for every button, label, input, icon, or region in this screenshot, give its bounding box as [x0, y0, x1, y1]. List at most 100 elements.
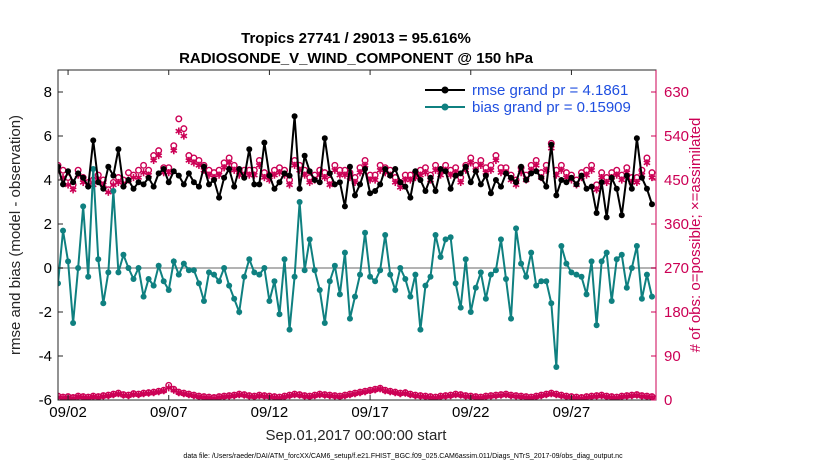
rmse-point	[427, 174, 434, 181]
rmse-point	[508, 174, 515, 181]
rmse-point	[523, 177, 530, 183]
bias-point	[195, 280, 202, 287]
bias-point	[256, 271, 263, 278]
rmse-point	[135, 179, 142, 186]
rmse-point	[392, 166, 399, 172]
obs-possible-point	[135, 166, 143, 174]
bias-point	[613, 256, 620, 263]
bias-point	[392, 287, 399, 293]
rmse-point	[382, 166, 389, 172]
obs-assimilated-point	[371, 176, 379, 184]
obs-assimilated-point	[487, 166, 495, 174]
obs-possible-point	[180, 125, 188, 133]
rmse-point	[160, 166, 167, 172]
bias-point	[231, 295, 238, 302]
rmse-point	[60, 181, 67, 188]
bias-point	[120, 251, 127, 258]
rmse-point	[341, 203, 348, 210]
rmse-point	[185, 170, 192, 177]
legend-box	[448, 78, 650, 118]
rmse-point	[457, 170, 464, 177]
bias-point	[472, 284, 479, 291]
obs-assimilated-point	[326, 181, 334, 189]
bias-point	[538, 278, 545, 285]
bias-point	[336, 291, 343, 298]
obs-assimilated-point	[643, 159, 651, 167]
rmse-point	[150, 183, 157, 190]
rmse-point	[346, 163, 353, 170]
bias-point	[558, 243, 565, 249]
bias-point	[58, 280, 61, 287]
y-axis-right-label: # of obs: o=possible; ×=assimilated	[687, 118, 704, 353]
rmse-point	[447, 185, 454, 192]
bias-point	[487, 271, 494, 278]
rmse-point	[533, 168, 540, 175]
bias-point	[638, 295, 645, 302]
bias-point	[442, 236, 449, 243]
bias-point	[100, 300, 107, 307]
rmse-point	[603, 214, 610, 221]
legend-rmse-marker	[441, 86, 449, 94]
bias-point	[573, 271, 580, 278]
rmse-point	[492, 177, 499, 183]
rmse-point	[145, 174, 152, 181]
rmse-point	[125, 177, 132, 183]
rmse-point	[543, 183, 550, 190]
rmse-point	[437, 166, 444, 172]
rmse-point	[130, 185, 137, 192]
obs-assimilated-point	[215, 171, 223, 179]
bias-point	[190, 267, 197, 274]
bias-point	[447, 234, 454, 241]
rmse-point	[432, 188, 439, 194]
rmse-point	[140, 181, 147, 188]
rmse-point	[633, 135, 640, 142]
y-right-tick-label: 90	[664, 348, 681, 365]
bias-point	[271, 278, 278, 285]
bias-point	[397, 265, 404, 271]
rmse-point	[261, 139, 268, 146]
chart-title-line2: RADIOSONDE_V_WIND_COMPONENT @ 150 hPa	[179, 50, 534, 67]
rmse-point	[482, 172, 489, 179]
bias-point	[140, 293, 147, 300]
rmse-point	[80, 174, 87, 181]
rmse-point	[115, 146, 122, 153]
bias-point	[452, 280, 459, 287]
bias-point	[357, 271, 364, 278]
bias-point	[291, 273, 298, 280]
bias-point	[326, 278, 333, 285]
rmse-point	[190, 179, 197, 186]
bias-point	[508, 315, 515, 322]
rmse-point	[65, 168, 72, 175]
bias-point	[492, 267, 499, 274]
obs-possible-point	[59, 166, 67, 174]
rmse-point	[407, 194, 414, 201]
bias-point	[185, 267, 192, 274]
bias-point	[618, 251, 625, 258]
bias-point	[598, 258, 605, 265]
obs-bottom-assimilated-point	[648, 393, 656, 400]
bias-point	[160, 278, 167, 285]
x-tick-label: 09/27	[553, 404, 591, 421]
rmse-point	[195, 183, 202, 190]
obs-assimilated-point	[286, 181, 294, 189]
obs-assimilated-point	[583, 171, 591, 179]
rmse-point	[155, 170, 162, 177]
bias-point	[462, 256, 469, 263]
bias-point	[125, 265, 132, 271]
rmse-point	[563, 179, 570, 186]
rmse-point	[442, 168, 449, 175]
y-left-tick-label: 6	[44, 128, 52, 145]
rmse-point	[367, 190, 374, 197]
y-axis-left-label: rmse and bias (model - observation)	[7, 115, 24, 355]
bias-point	[593, 322, 600, 329]
rmse-point	[538, 174, 545, 181]
obs-assimilated-point	[618, 176, 626, 184]
bias-point	[482, 295, 489, 302]
bias-point	[427, 273, 434, 280]
obs-assimilated-point	[633, 178, 641, 187]
rmse-point	[553, 192, 560, 199]
bias-point	[341, 249, 348, 256]
bias-point	[65, 258, 72, 265]
rmse-point	[417, 177, 424, 183]
